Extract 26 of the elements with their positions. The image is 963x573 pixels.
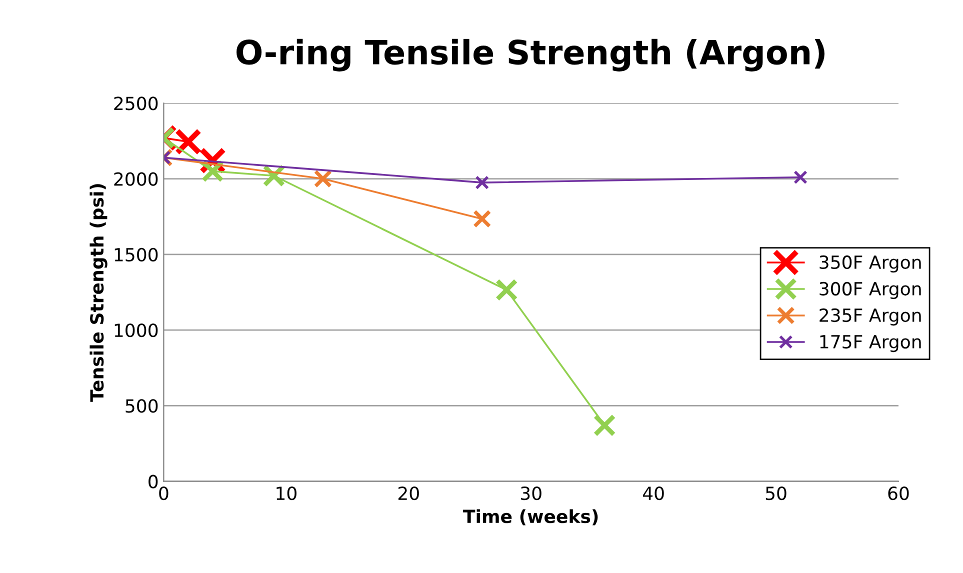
point [593, 414, 616, 437]
y-tick-label: 500 [126, 399, 158, 413]
point [475, 176, 490, 190]
y-tick-label: 2500 [114, 96, 158, 110]
x-axis-title: Time (weeks) [463, 509, 598, 526]
chart-title: O-ring Tensile Strength (Argon) [236, 38, 824, 72]
y-tick-label: 2000 [114, 172, 158, 186]
legend-label: 350F Argon [820, 255, 921, 273]
x-tick-label: 0 [159, 486, 168, 500]
point [495, 278, 518, 302]
x-tick-label: 20 [398, 486, 419, 500]
x-tick-label: 60 [888, 486, 909, 500]
x-tick-label: 30 [520, 486, 542, 500]
y-tick-label: 1500 [114, 248, 158, 262]
point [314, 170, 332, 188]
legend-label: 300F Argon [820, 282, 921, 300]
legend-label: 235F Argon [820, 308, 921, 326]
y-axis-title: Tensile Strength (psi) [90, 184, 108, 402]
y-tick-label: 0 [148, 474, 158, 488]
legend-label: 175F Argon [820, 335, 921, 352]
x-tick-label: 50 [766, 486, 786, 500]
point [794, 170, 808, 184]
x-tick-label: 10 [276, 486, 296, 500]
x-tick-label: 40 [642, 486, 664, 500]
y-tick-label: 1000 [114, 324, 158, 338]
point [473, 210, 492, 228]
